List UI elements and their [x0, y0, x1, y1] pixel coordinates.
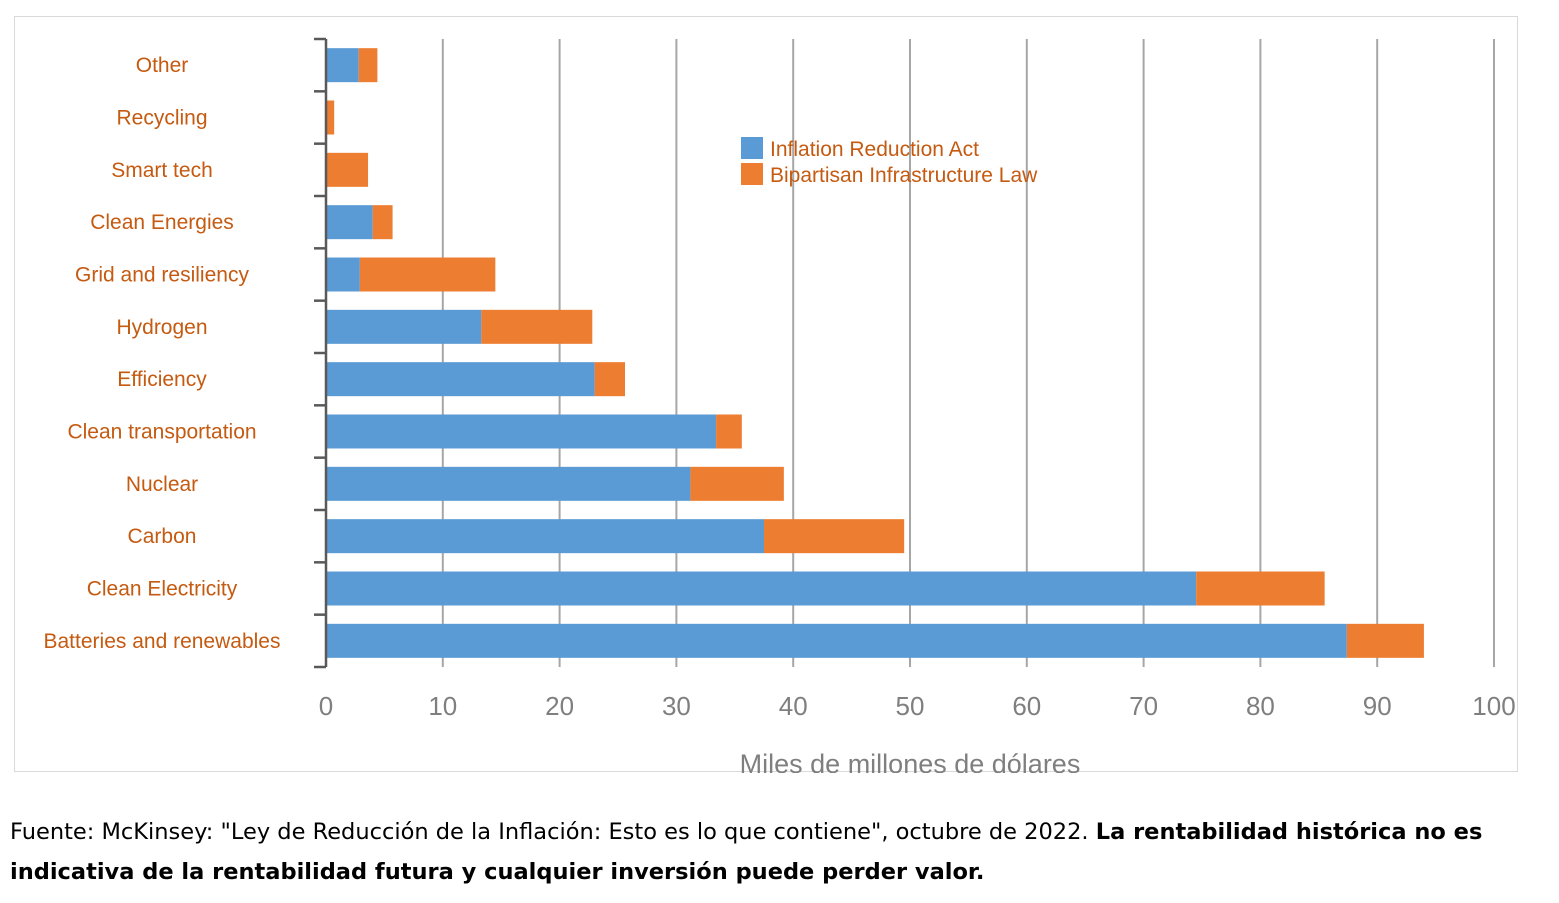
x-tick-label: 0	[319, 691, 333, 721]
legend-label-bil: Bipartisan Infrastructure Law	[770, 164, 1038, 187]
legend-label-ira: Inflation Reduction Act	[770, 138, 979, 161]
bar-bipartisan-infrastructure-law	[716, 414, 742, 449]
caption-source: Fuente: McKinsey: "Ley de Reducción de l…	[10, 819, 1096, 845]
bar-inflation-reduction-act	[326, 519, 764, 554]
x-tick-label: 60	[1012, 691, 1041, 721]
bar-bipartisan-infrastructure-law	[764, 519, 905, 554]
source-caption: Fuente: McKinsey: "Ley de Reducción de l…	[10, 812, 1540, 892]
bar-inflation-reduction-act	[326, 257, 360, 292]
category-label: Efficiency	[117, 368, 207, 391]
category-label: Nuclear	[126, 473, 198, 496]
x-tick-label: 30	[662, 691, 691, 721]
category-label: Carbon	[128, 525, 197, 548]
bar-inflation-reduction-act	[326, 205, 373, 240]
legend-swatch-ira	[741, 137, 763, 159]
bar-bipartisan-infrastructure-law	[594, 362, 626, 397]
bar-bipartisan-infrastructure-law	[326, 152, 369, 187]
category-label: Hydrogen	[116, 316, 207, 339]
bars	[326, 48, 1424, 658]
legend-swatch-bil	[741, 163, 763, 185]
caption-disclaimer: La rentabilidad histórica no es indicati…	[10, 819, 1483, 885]
x-tick-label: 80	[1246, 691, 1275, 721]
bar-bipartisan-infrastructure-law	[358, 48, 378, 83]
bar-inflation-reduction-act	[326, 466, 691, 501]
x-tick-label: 20	[545, 691, 574, 721]
chart-svg: Other Recycling Smart tech Clean Energies Gr…	[44, 37, 1516, 773]
bar-bipartisan-infrastructure-law	[326, 100, 335, 135]
category-label: Other	[136, 54, 189, 77]
bar-bipartisan-infrastructure-law	[359, 257, 496, 292]
x-tick-label: 10	[428, 691, 457, 721]
bar-bipartisan-infrastructure-law	[690, 466, 784, 501]
bar-bipartisan-infrastructure-law	[481, 309, 593, 344]
x-tick-label: 70	[1129, 691, 1158, 721]
bar-inflation-reduction-act	[326, 48, 359, 83]
bar-inflation-reduction-act	[326, 571, 1197, 606]
x-tick-label: 50	[896, 691, 925, 721]
x-axis-title: Miles de millones de dólares	[740, 749, 1081, 773]
bar-inflation-reduction-act	[326, 309, 482, 344]
category-label: Clean transportation	[67, 421, 256, 444]
gridlines	[441, 39, 1495, 667]
x-tick-labels: 0 10 20 30 40 50 60 70 80 90 100	[319, 691, 1516, 721]
bar-bipartisan-infrastructure-law	[1346, 623, 1424, 658]
category-labels: Other Recycling Smart tech Clean Energies Gr…	[44, 54, 281, 653]
bar-bipartisan-infrastructure-law	[1196, 571, 1325, 606]
category-label: Batteries and renewables	[44, 630, 281, 653]
legend: Inflation Reduction Act Bipartisan Infra…	[741, 137, 1038, 187]
x-tick-label: 100	[1472, 691, 1515, 721]
category-label: Smart tech	[111, 159, 213, 182]
category-label: Clean Energies	[90, 211, 234, 234]
bar-inflation-reduction-act	[326, 362, 595, 397]
bar-inflation-reduction-act	[326, 414, 717, 449]
category-label: Clean Electricity	[87, 578, 238, 601]
x-tick-label: 90	[1363, 691, 1392, 721]
category-label: Recycling	[116, 107, 207, 130]
x-tick-label: 40	[779, 691, 808, 721]
axes	[314, 37, 328, 669]
bar-inflation-reduction-act	[326, 623, 1347, 658]
chart-frame: Other Recycling Smart tech Clean Energies Gr…	[14, 16, 1518, 773]
bar-bipartisan-infrastructure-law	[372, 205, 393, 240]
category-label: Grid and resiliency	[75, 264, 249, 287]
